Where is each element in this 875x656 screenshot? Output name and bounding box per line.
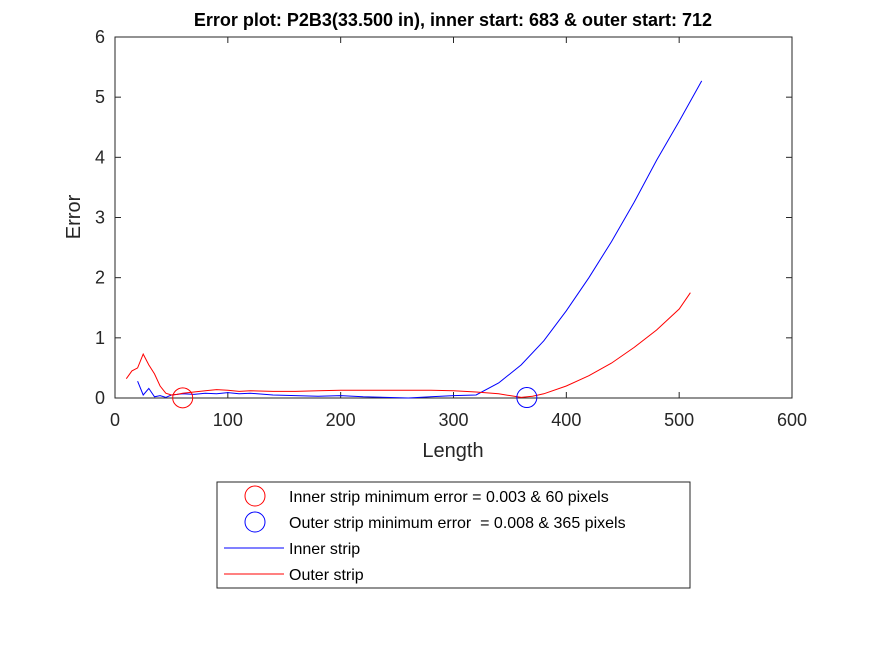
y-tick-label: 4 xyxy=(95,147,105,167)
y-tick-label: 6 xyxy=(95,27,105,47)
plot-area xyxy=(114,36,793,399)
legend-label: Outer strip minimum error = 0.008 & 365 … xyxy=(289,515,626,532)
y-tick-label: 2 xyxy=(95,268,105,288)
x-tick-label: 500 xyxy=(664,410,694,430)
series-line-inner-strip xyxy=(137,80,703,399)
x-tick-label: 300 xyxy=(438,410,468,430)
chart-title: Error plot: P2B3(33.500 in), inner start… xyxy=(194,10,712,30)
x-tick-label: 100 xyxy=(213,410,243,430)
x-tick-label: 600 xyxy=(777,410,807,430)
legend-label: Inner strip minimum error = 0.003 & 60 p… xyxy=(289,489,609,506)
legend-marker-circle xyxy=(244,511,266,533)
y-tick-label: 0 xyxy=(95,388,105,408)
x-tick-label: 200 xyxy=(326,410,356,430)
y-tick-label: 3 xyxy=(95,208,105,228)
y-tick-label: 1 xyxy=(95,328,105,348)
legend-label: Inner strip xyxy=(289,541,360,558)
axis-ticks: 0 100 200 300 400 500 600 0 1 2 3 4 5 6 xyxy=(95,27,807,430)
y-tick-label: 5 xyxy=(95,87,105,107)
outer-strip-minimum-marker xyxy=(516,387,538,409)
inner-strip-minimum-marker xyxy=(172,387,194,409)
legend: Inner strip minimum error = 0.003 & 60 p… xyxy=(224,485,626,584)
legend-box xyxy=(216,481,691,589)
marker-layer xyxy=(172,387,538,409)
legend-marker-circle xyxy=(244,485,266,507)
series-layer xyxy=(125,80,703,399)
y-axis-label: Error xyxy=(63,194,85,239)
legend-label: Outer strip xyxy=(289,567,364,584)
x-tick-label: 0 xyxy=(110,410,120,430)
x-tick-label: 400 xyxy=(551,410,581,430)
x-axis-label: Length xyxy=(422,440,483,462)
series-line-outer-strip xyxy=(125,292,691,398)
